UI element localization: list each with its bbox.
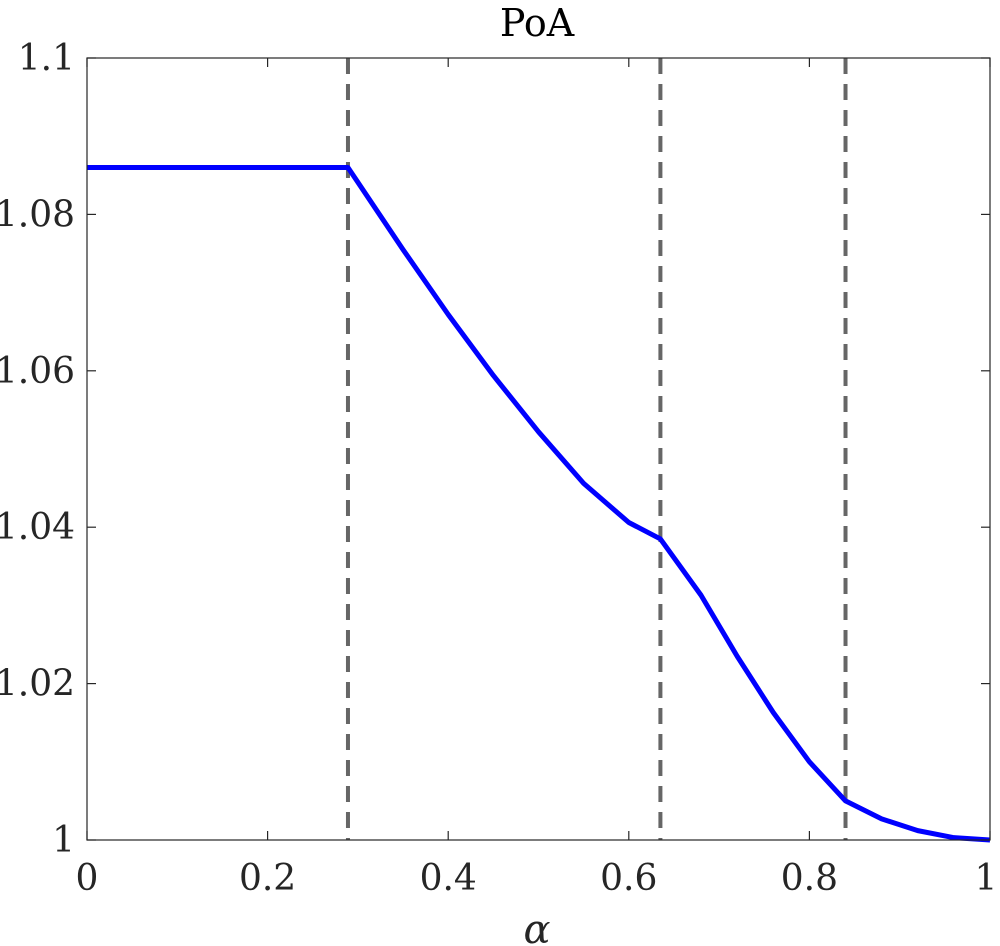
y-tick-labels: 1 1.02 1.04 1.06 1.08 1.1	[0, 38, 75, 861]
x-tick-label: 0.2	[239, 858, 296, 899]
x-tick-label: 0.8	[781, 858, 838, 899]
x-tick-labels: 0 0.2 0.4 0.6 0.8 1	[76, 858, 998, 899]
x-tick-label: 0	[76, 858, 99, 899]
x-tick-label: 0.6	[600, 858, 657, 899]
y-tick-label: 1	[52, 820, 75, 861]
vertical-reference-lines	[345, 58, 848, 840]
y-tick-label: 1.02	[0, 664, 75, 705]
x-tick-label: 0.4	[420, 858, 477, 899]
y-tick-label: 1.1	[18, 38, 75, 79]
x-axis-label: α	[523, 907, 550, 946]
y-tick-label: 1.08	[0, 194, 75, 235]
chart-title: PoA	[500, 1, 575, 45]
ticks-layer	[86, 57, 991, 841]
series-layer	[87, 164, 991, 843]
x-tick-label: 1	[975, 858, 998, 899]
series-line-1	[87, 164, 991, 843]
y-tick-label: 1.04	[0, 507, 75, 548]
plot-frame	[86, 57, 991, 841]
y-tick-label: 1.06	[0, 351, 75, 392]
